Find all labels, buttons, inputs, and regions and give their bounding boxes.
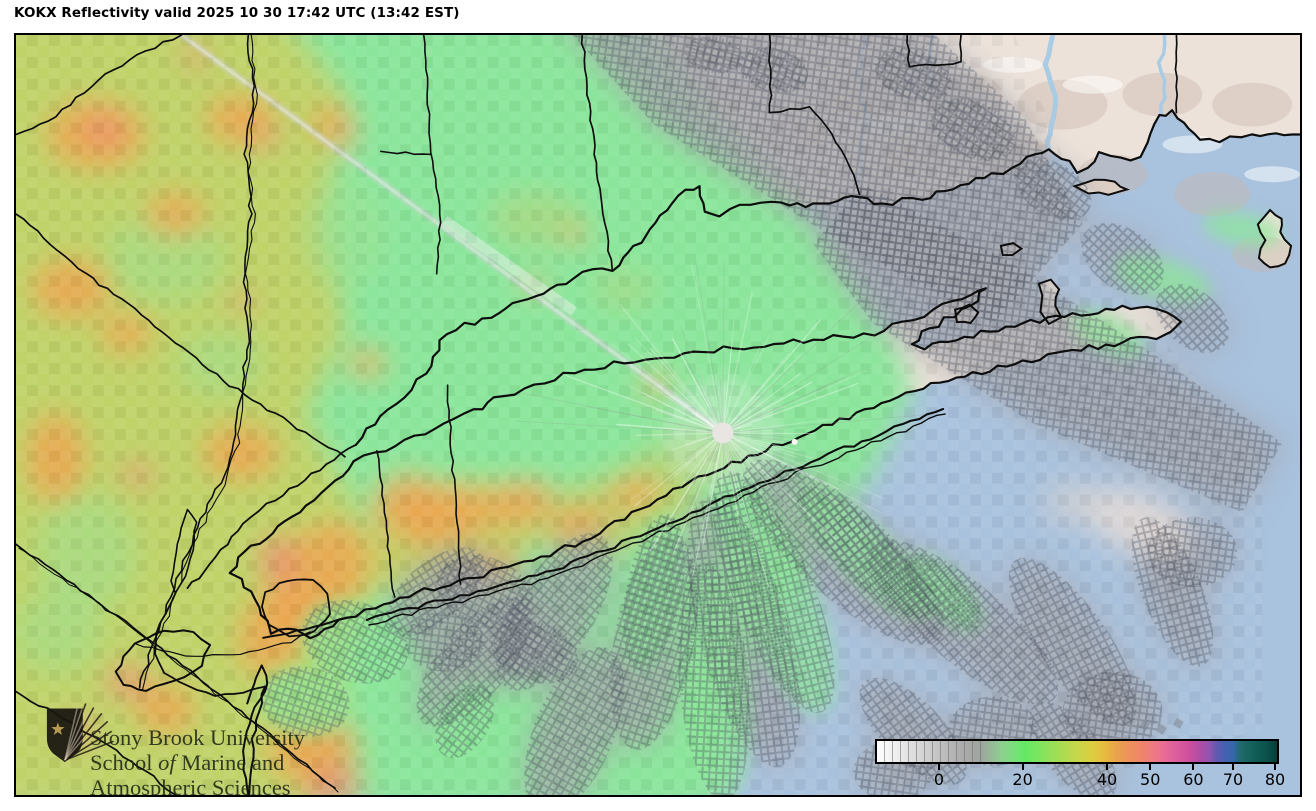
colorbar-tick xyxy=(1021,764,1024,770)
reflectivity-colorbar xyxy=(875,739,1279,764)
radar-map-canvas xyxy=(16,35,1300,795)
colorbar-tick xyxy=(1192,764,1195,770)
colorbar-tick xyxy=(1274,764,1276,770)
colorbar-tick-label: 0 xyxy=(933,770,945,789)
colorbar-tick-label: 80 xyxy=(1264,770,1286,789)
logo-line-3: Atmospheric Sciences xyxy=(90,775,291,797)
colorbar-tick-label: 50 xyxy=(1140,770,1161,789)
colorbar-step-lines xyxy=(877,741,981,762)
logo-line-2: School of Marine and xyxy=(90,750,285,775)
map-title: KOKX Reflectivity valid 2025 10 30 17:42… xyxy=(14,5,460,21)
colorbar-tick xyxy=(1149,764,1152,770)
colorbar-tick-label: 20 xyxy=(1012,770,1033,789)
colorbar-tick-label: 70 xyxy=(1222,770,1244,789)
sbu-shield-icon xyxy=(46,703,114,763)
colorbar-tick xyxy=(1232,764,1234,770)
radar-map: Stony Brook University School of Marine … xyxy=(14,33,1302,797)
colorbar-tick xyxy=(1106,764,1108,770)
colorbar-tick-label: 40 xyxy=(1096,770,1118,789)
colorbar-tick xyxy=(938,764,940,770)
colorbar-tick-label: 60 xyxy=(1183,770,1204,789)
logo-line-1: Stony Brook University xyxy=(90,725,306,750)
